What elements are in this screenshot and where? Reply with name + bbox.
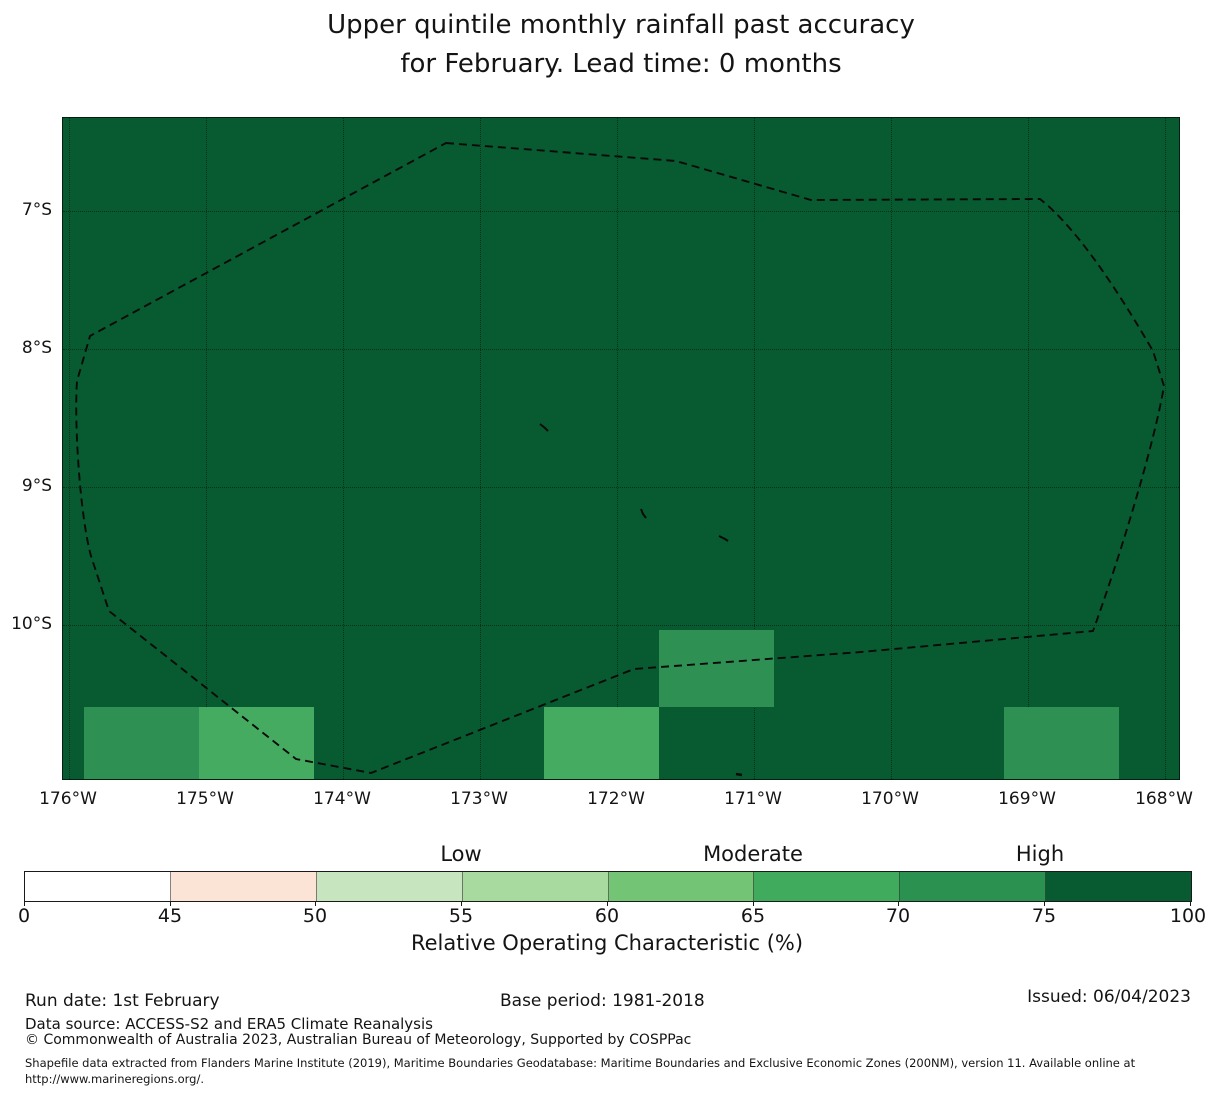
colorbar-category-low: Low	[440, 842, 482, 866]
footer-data-source: Data source: ACCESS-S2 and ERA5 Climate …	[25, 1015, 433, 1033]
eez-boundary-line	[75, 142, 1165, 774]
accuracy-cell	[84, 707, 199, 779]
footer-copyright: © Commonwealth of Australia 2023, Austra…	[25, 1032, 692, 1048]
lon-tick-label: 176°W	[39, 789, 97, 809]
footer-run-date: Run date: 1st February	[25, 991, 220, 1011]
lon-tick-label: 172°W	[587, 789, 645, 809]
chart-title-line2: for February. Lead time: 0 months	[400, 49, 842, 79]
lat-tick-label: 7°S	[21, 200, 52, 220]
lon-tick-label: 170°W	[861, 789, 919, 809]
island-mark	[640, 508, 647, 519]
lat-tick-label: 10°S	[11, 614, 52, 634]
colorbar-tick	[461, 901, 462, 906]
lat-tick-label: 8°S	[21, 338, 52, 358]
lon-tick-label: 175°W	[176, 789, 234, 809]
colorbar-tick-label: 60	[594, 905, 620, 927]
footer-issued-date: Issued: 06/04/2023	[1027, 987, 1191, 1007]
eez-boundary-overlay	[75, 142, 1165, 777]
island-mark	[735, 772, 743, 777]
colorbar-tick	[753, 901, 754, 906]
colorbar-tick-label: 55	[448, 905, 474, 927]
lon-tick-label: 173°W	[450, 789, 508, 809]
colorbar	[24, 871, 1192, 902]
map-plot-area	[62, 117, 1180, 780]
colorbar-segment	[1046, 872, 1191, 901]
island-mark	[539, 423, 549, 432]
colorbar-segment	[462, 872, 609, 901]
footer-base-period: Base period: 1981-2018	[500, 991, 705, 1011]
colorbar-tick-label: 70	[885, 905, 911, 927]
colorbar-tick	[1044, 901, 1045, 906]
chart-title-line1: Upper quintile monthly rainfall past acc…	[327, 10, 915, 40]
colorbar-segment	[754, 872, 901, 901]
colorbar-tick	[170, 901, 171, 906]
colorbar-tick	[898, 901, 899, 906]
footer-shapefile-note: Shapefile data extracted from Flanders M…	[25, 1056, 1136, 1086]
accuracy-cell	[1004, 707, 1119, 779]
island-mark	[718, 535, 729, 542]
colorbar-segment	[608, 872, 755, 901]
colorbar-tick-label: 75	[1031, 905, 1057, 927]
colorbar-segment	[900, 872, 1047, 901]
lon-tick-label: 169°W	[998, 789, 1056, 809]
colorbar-axis-label: Relative Operating Characteristic (%)	[410, 931, 804, 955]
colorbar-tick-label: 50	[302, 905, 328, 927]
accuracy-cell	[199, 707, 314, 779]
colorbar-segment	[25, 872, 171, 901]
lon-tick-label: 174°W	[313, 789, 371, 809]
colorbar-segment	[316, 872, 463, 901]
colorbar-segment	[170, 872, 317, 901]
colorbar-tick-label: 100	[1169, 905, 1207, 927]
colorbar-category-high: High	[1015, 842, 1065, 866]
colorbar-tick	[1190, 901, 1191, 906]
colorbar-tick-label: 65	[740, 905, 766, 927]
accuracy-cell	[659, 630, 774, 707]
lon-tick-label: 171°W	[724, 789, 782, 809]
colorbar-tick	[24, 901, 25, 906]
colorbar-tick-label: 45	[157, 905, 183, 927]
colorbar-tick	[315, 901, 316, 906]
lon-tick-label: 168°W	[1135, 789, 1193, 809]
colorbar-tick-label: 0	[17, 905, 31, 927]
accuracy-cell	[544, 707, 659, 779]
lat-tick-label: 9°S	[21, 476, 52, 496]
colorbar-category-moderate: Moderate	[703, 842, 803, 866]
colorbar-tick	[607, 901, 608, 906]
